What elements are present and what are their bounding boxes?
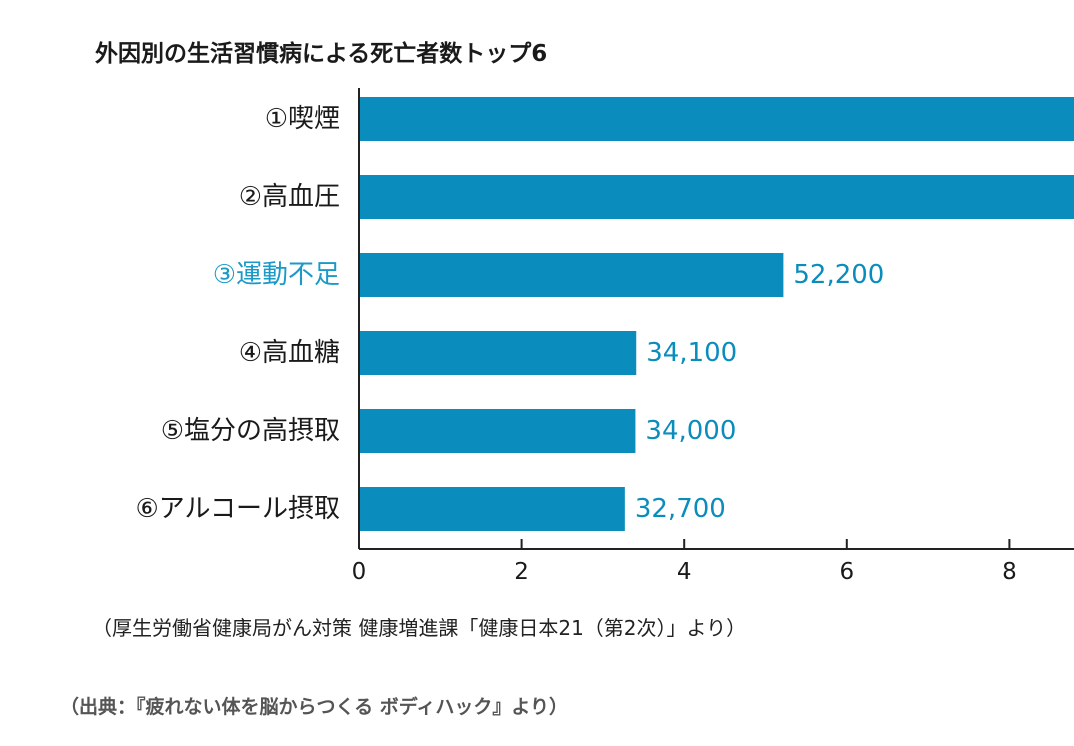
- bar: [359, 487, 625, 531]
- bar: [359, 253, 784, 297]
- category-label: ⑤塩分の高摂取: [161, 416, 340, 446]
- bar: [359, 97, 1074, 141]
- x-tick-label: 4: [677, 559, 692, 585]
- value-label: 34,100: [646, 338, 737, 368]
- category-label: ②高血圧: [239, 182, 340, 212]
- value-label: 32,700: [635, 494, 726, 524]
- x-tick-label: 6: [839, 559, 854, 585]
- bar: [359, 409, 636, 453]
- bars-layer: [359, 97, 1074, 531]
- category-label: ③運動不足: [213, 260, 340, 290]
- value-label: 34,000: [645, 416, 736, 446]
- category-labels-layer: ①喫煙 ②高血圧 ③運動不足 ④高血糖 ⑤塩分の高摂取 ⑥アルコール摂取: [135, 104, 340, 524]
- category-label: ④高血糖: [239, 338, 340, 368]
- data-source-note: （厚生労働省健康局がん対策 健康増進課「健康日本21（第2次）」より）: [92, 616, 747, 640]
- bar: [359, 331, 637, 375]
- citation-source: （出典：『疲れない体を脳からつくる ボディハック』より）: [60, 696, 569, 718]
- x-axis: 02468101214（万人）: [352, 88, 1074, 585]
- category-label: ⑥アルコール摂取: [135, 494, 340, 524]
- value-label: 52,200: [793, 260, 884, 290]
- x-tick-label: 8: [1002, 559, 1017, 585]
- category-label: ①喫煙: [265, 104, 340, 134]
- x-tick-label: 0: [352, 559, 367, 585]
- chart-title: 外因別の生活習慣病による死亡者数トップ6: [95, 41, 548, 67]
- x-tick-label: 2: [514, 559, 529, 585]
- bar: [359, 175, 1074, 219]
